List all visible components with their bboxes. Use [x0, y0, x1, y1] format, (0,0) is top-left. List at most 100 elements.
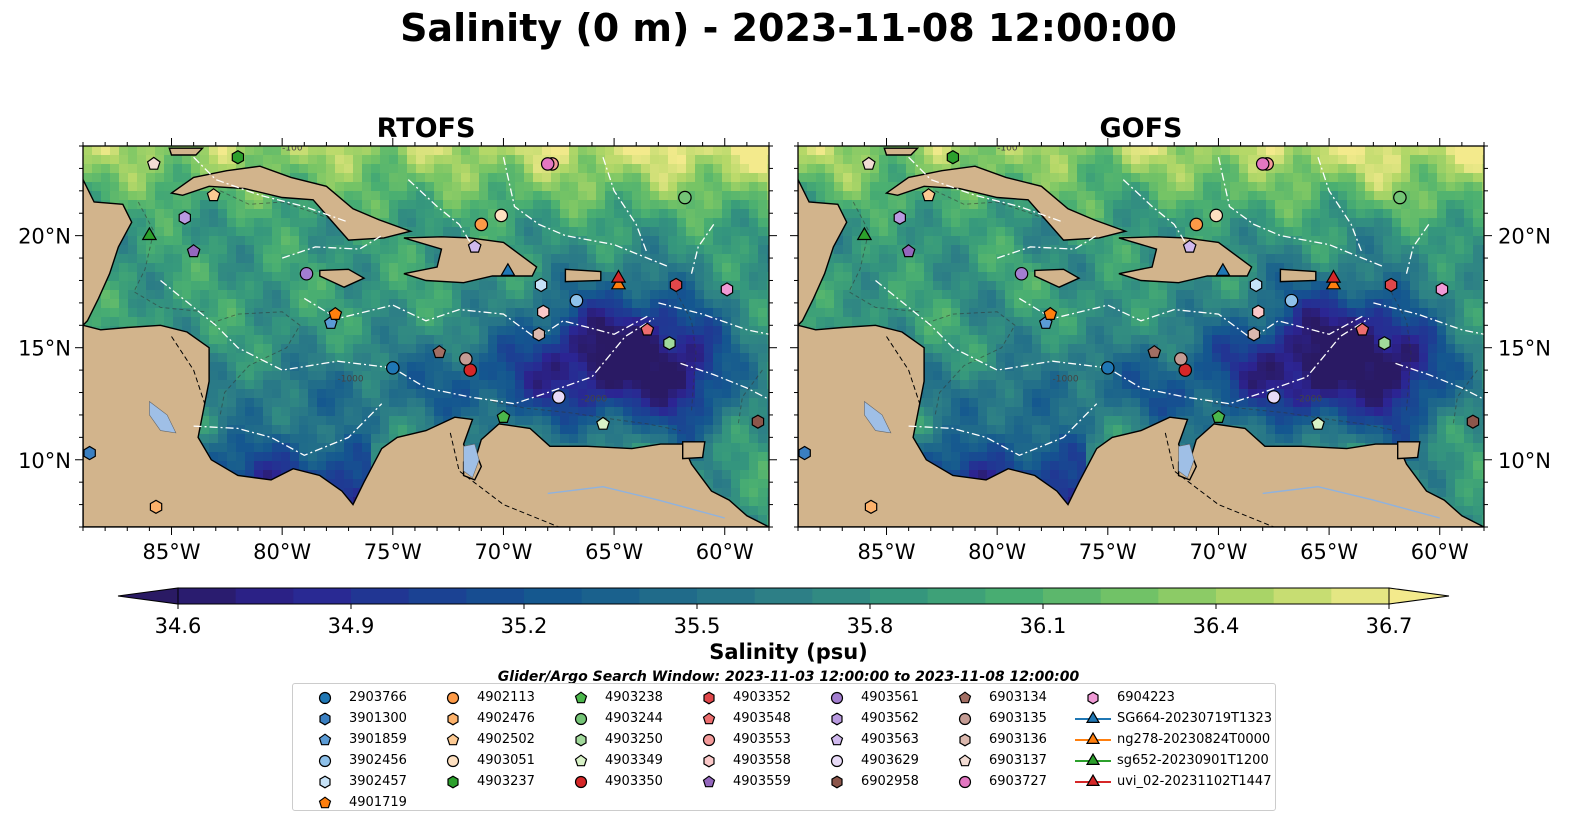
- legend-label: 4903562: [861, 711, 919, 726]
- legend-marker-icon: [1075, 731, 1111, 744]
- legend-marker-icon: [702, 775, 716, 788]
- legend-marker: [702, 733, 716, 747]
- obs-marker-4903563: [467, 239, 482, 253]
- obs-marker-4903238: [1211, 409, 1226, 423]
- colorbar-segment: [812, 588, 871, 604]
- legend-label: ng278-20230824T0000: [1117, 732, 1271, 747]
- obs-marker-6903137: [861, 156, 876, 170]
- legend-label: 4903561: [861, 690, 919, 705]
- legend-marker: [574, 691, 588, 704]
- legend-marker: [319, 712, 331, 726]
- legend-label: 4903553: [733, 732, 791, 747]
- obs-marker-uvi_02-20231102T1447: [1325, 269, 1342, 283]
- obs-marker-6903136: [1247, 327, 1261, 342]
- lake: [149, 400, 177, 434]
- colorbar-segment: [639, 588, 698, 604]
- lon-tick-label: 85°W: [858, 540, 916, 564]
- axis-ticks: [75, 138, 777, 535]
- legend-marker: [574, 754, 588, 767]
- obs-marker-uvi_02-20231102T1447: [610, 269, 627, 283]
- colorbar: 34.6 34.9 35.2 35.5 35.8 36.1 36.4 36.7: [117, 587, 1450, 638]
- legend: 2903766 3901300 3901859 3902456 3902457 49017…: [292, 683, 1276, 811]
- obs-marker-4903562: [893, 210, 907, 225]
- obs-marker-3902456: [569, 293, 584, 308]
- colorbar-segment: [178, 588, 237, 604]
- eez-boundary: [1018, 297, 1363, 340]
- legend-marker: [958, 754, 972, 767]
- obs-marker-4903244: [678, 190, 692, 205]
- obs-marker-4903250: [663, 336, 676, 351]
- obs-marker-4903548: [1355, 322, 1370, 336]
- legend-marker: [703, 691, 715, 705]
- bathymetry-contour: [848, 201, 920, 313]
- obs-marker-4903051: [494, 208, 509, 223]
- obs-marker-4903352: [1384, 277, 1398, 293]
- obs-marker-3902457: [1249, 277, 1263, 293]
- land: [1034, 268, 1081, 288]
- legend-marker: [1085, 710, 1101, 723]
- eez-boundary: [1122, 179, 1186, 243]
- obs-marker-4903559: [186, 244, 201, 258]
- colorbar-extend-low: [117, 587, 179, 605]
- land: [682, 441, 706, 460]
- obs-marker-SG664-20230719T1323: [500, 262, 516, 276]
- eez-boundary: [281, 235, 383, 259]
- obs-marker-2903766: [386, 361, 400, 375]
- lon-tick-label: 75°W: [1079, 540, 1137, 564]
- eez-boundary: [1217, 157, 1385, 268]
- bathymetry-contour: [675, 291, 697, 411]
- legend-marker-icon: [958, 712, 972, 726]
- obs-marker-6903137: [146, 156, 161, 170]
- obs-marker-4903558: [1251, 304, 1265, 320]
- obs-marker-6902958: [751, 414, 765, 429]
- legend-label: 4902113: [477, 690, 535, 705]
- legend-marker: [447, 775, 459, 789]
- obs-marker-6903135: [459, 352, 473, 366]
- colorbar-segment: [408, 588, 467, 604]
- legend-marker: [318, 691, 332, 705]
- obs-marker-3901300: [798, 445, 811, 461]
- border-line: [449, 432, 559, 527]
- obs-marker-4903350: [463, 363, 478, 377]
- eez-boundary: [690, 224, 715, 274]
- obs-marker-4903558: [536, 304, 550, 320]
- legend-label: 6903134: [989, 690, 1047, 705]
- colorbar-segment: [351, 588, 410, 604]
- legend-label: 6903136: [989, 732, 1047, 747]
- legend-marker-icon: [1087, 691, 1099, 705]
- legend-marker: [830, 691, 844, 705]
- legend-marker-icon: [318, 754, 332, 768]
- colorbar-extend-high: [1388, 587, 1450, 605]
- legend-marker: [574, 775, 588, 789]
- map-frame: [82, 145, 770, 528]
- colorbar-segment: [697, 588, 756, 604]
- legend-label: 4901719: [349, 795, 407, 810]
- colorbar-tick-label: 34.6: [155, 614, 202, 638]
- lon-tick-label: 65°W: [585, 540, 643, 564]
- legend-marker: [446, 754, 460, 768]
- eez-boundary: [160, 279, 655, 405]
- legend-marker: [703, 754, 715, 768]
- river: [1262, 485, 1440, 519]
- contour-label: -100: [997, 143, 1018, 153]
- legend-marker-icon: [958, 691, 972, 704]
- eez-boundary: [602, 156, 648, 254]
- legend-label: 2903766: [349, 690, 407, 705]
- contour-label: -100: [282, 143, 303, 153]
- legend-marker: [319, 775, 331, 789]
- bathymetry-contour: [133, 201, 205, 313]
- obs-marker-4903563: [1182, 239, 1197, 253]
- eez-boundary: [1395, 362, 1484, 400]
- legend-label: 6903727: [989, 774, 1047, 789]
- bathymetry-contour: [211, 311, 301, 415]
- legend-label: 4903051: [477, 753, 535, 768]
- obs-marker-4903561: [299, 266, 314, 281]
- contour-label: -1000: [1052, 374, 1078, 384]
- colorbar-tick-label: 35.2: [501, 614, 548, 638]
- lat-tick-label: 20°N: [1498, 225, 1551, 249]
- legend-marker: [702, 775, 716, 788]
- bathymetry-contour: [1207, 401, 1396, 432]
- legend-marker: [575, 733, 587, 747]
- eez-boundary: [680, 362, 769, 400]
- legend-marker: [1085, 773, 1101, 786]
